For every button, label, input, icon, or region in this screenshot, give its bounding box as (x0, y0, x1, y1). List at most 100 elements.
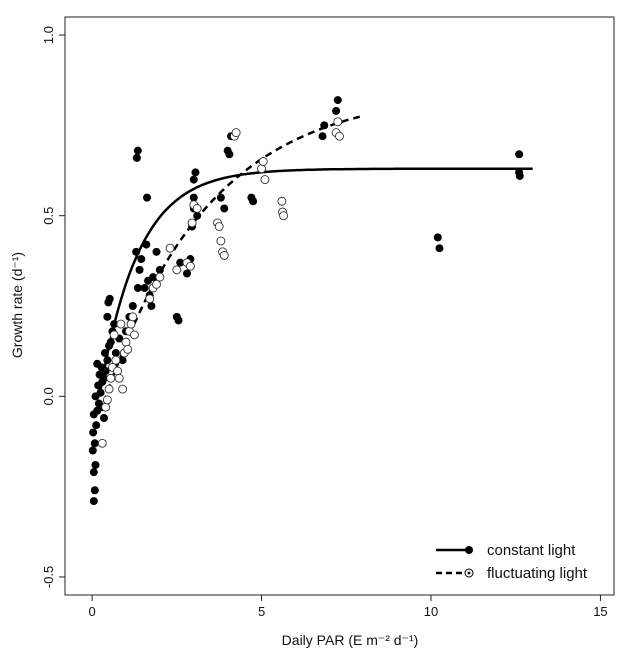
data-point-constant (96, 388, 105, 397)
data-point-fluctuating (155, 272, 165, 282)
data-point-fluctuating (192, 204, 202, 213)
data-point-constant (435, 244, 444, 253)
data-point-constant (89, 428, 98, 437)
data-point-fluctuating (152, 279, 161, 289)
data-point-fluctuating (216, 236, 226, 246)
data-point-fluctuating (277, 196, 287, 206)
data-point-fluctuating (258, 157, 268, 166)
data-point-constant (333, 96, 342, 105)
data-point-fluctuating (333, 117, 343, 127)
data-point-constant (216, 193, 225, 202)
data-point-constant (93, 359, 102, 368)
data-point-fluctuating (128, 312, 138, 322)
legend-marker-fluctuating-dot (467, 571, 471, 575)
data-point-constant (88, 446, 97, 455)
fit-curves (98, 115, 533, 403)
data-point-constant (135, 265, 144, 274)
data-point-constant (320, 121, 329, 130)
data-point-constant (332, 106, 341, 115)
x-tick-label: 0 (88, 604, 95, 619)
data-point-constant (91, 460, 100, 469)
data-point-fluctuating (123, 344, 133, 354)
data-point-fluctuating (106, 373, 116, 383)
data-point-constant (318, 132, 327, 141)
data-point-fluctuating (104, 384, 114, 394)
data-point-constant (189, 175, 198, 184)
x-tick-label: 15 (593, 604, 607, 619)
data-point-constant (133, 283, 142, 292)
constant-light-points (88, 96, 524, 506)
data-point-constant (111, 348, 120, 357)
data-point-constant (142, 240, 151, 249)
data-point-constant (128, 302, 137, 310)
data-point-fluctuating (102, 395, 112, 405)
data-point-constant (90, 486, 99, 495)
data-point-constant (137, 255, 146, 264)
x-axis-title: Daily PAR (E m⁻² d⁻¹) (282, 632, 419, 648)
data-point-fluctuating (257, 164, 267, 174)
fit-line-constant (98, 167, 533, 396)
data-point-fluctuating (214, 222, 224, 231)
data-point-constant (152, 247, 161, 256)
data-point-fluctuating (118, 384, 128, 394)
data-point-constant (189, 193, 198, 202)
y-axis-title: Growth rate (d⁻¹) (9, 252, 25, 358)
x-tick-label: 10 (424, 604, 438, 619)
y-tick-label: 1.0 (41, 26, 56, 44)
data-point-fluctuating (116, 319, 126, 329)
data-point-fluctuating (279, 211, 289, 221)
y-tick-label: 0.5 (41, 207, 56, 225)
data-point-constant (110, 320, 119, 329)
data-point-fluctuating (126, 319, 136, 329)
x-tick-label: 5 (258, 604, 265, 619)
data-point-fluctuating (114, 373, 124, 383)
data-point-fluctuating (172, 265, 182, 275)
legend-label-constant: constant light (487, 542, 576, 559)
data-point-constant (149, 273, 158, 282)
data-point-constant (183, 269, 191, 278)
legend-marker-constant (465, 546, 473, 554)
legend: constant light fluctuating light (436, 542, 588, 582)
data-point-constant (176, 258, 185, 267)
data-point-constant (147, 302, 156, 310)
data-point-constant (105, 294, 114, 303)
data-point-constant (101, 367, 110, 376)
data-point-fluctuating (97, 438, 107, 448)
data-point-constant (89, 468, 98, 477)
data-point-constant (220, 204, 229, 213)
data-point-constant (103, 356, 112, 365)
data-point-fluctuating (185, 261, 195, 271)
fluctuating-light-points (97, 117, 344, 448)
data-point-fluctuating (187, 218, 197, 228)
data-point-constant (100, 348, 109, 357)
data-point-constant (118, 356, 127, 365)
data-point-constant (433, 233, 442, 242)
data-point-fluctuating (121, 337, 131, 347)
data-point-constant (99, 374, 108, 383)
data-point-fluctuating (145, 294, 155, 304)
data-point-fluctuating (111, 355, 121, 365)
data-point-constant (193, 211, 202, 220)
data-point-constant (515, 150, 524, 159)
data-point-fluctuating (101, 402, 111, 412)
data-point-fluctuating (335, 131, 344, 141)
data-point-constant (106, 338, 115, 347)
data-point-fluctuating (219, 250, 229, 260)
data-point-constant (249, 197, 258, 206)
data-point-fluctuating (260, 175, 270, 185)
data-point-constant (225, 150, 234, 159)
data-point-constant (103, 312, 112, 321)
data-point-constant (140, 283, 149, 292)
data-point-constant (174, 316, 183, 325)
data-point-fluctuating (231, 128, 241, 138)
data-point-constant (132, 247, 141, 256)
data-point-constant (132, 153, 141, 162)
data-point-constant (155, 265, 164, 274)
data-point-fluctuating (109, 330, 119, 340)
data-point-fluctuating (165, 243, 175, 253)
y-tick-label: 0.0 (41, 387, 56, 405)
legend-label-fluctuating: fluctuating light (487, 565, 588, 582)
x-axis: 0 5 10 15 (88, 595, 608, 619)
data-point-constant (515, 171, 524, 180)
data-point-fluctuating (130, 330, 139, 340)
